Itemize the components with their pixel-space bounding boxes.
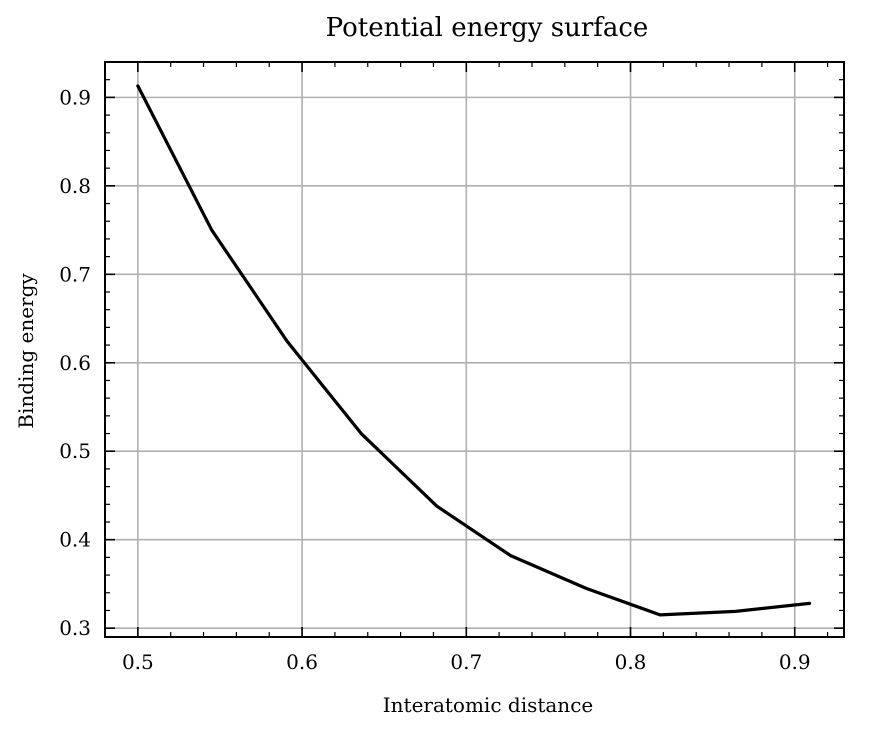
y-tick-label: 0.7 [59, 262, 91, 286]
y-tick-label: 0.4 [59, 528, 91, 552]
y-tick-label: 0.3 [59, 616, 91, 640]
y-axis-title: Binding energy [14, 273, 38, 429]
x-axis-title: Interatomic distance [383, 693, 593, 717]
series-layer [136, 84, 812, 617]
chart-title: Potential energy surface [326, 13, 649, 43]
plot-frame [104, 61, 845, 638]
x-tick-label: 0.5 [122, 650, 154, 674]
y-tick-label: 0.9 [59, 85, 91, 109]
y-tick-label: 0.8 [59, 174, 91, 198]
ticks [104, 61, 844, 637]
tick-labels: 0.5 0.6 0.7 0.8 0.9 0.3 0.4 0.5 0.6 0.7 0.8 0.9 [59, 85, 810, 674]
series-line [136, 84, 812, 617]
y-tick-label: 0.5 [59, 439, 91, 463]
grid [105, 62, 844, 637]
x-tick-label: 0.9 [779, 650, 811, 674]
x-tick-label: 0.8 [615, 650, 647, 674]
y-tick-label: 0.6 [59, 351, 91, 375]
x-tick-label: 0.6 [286, 650, 318, 674]
x-tick-label: 0.7 [450, 650, 482, 674]
